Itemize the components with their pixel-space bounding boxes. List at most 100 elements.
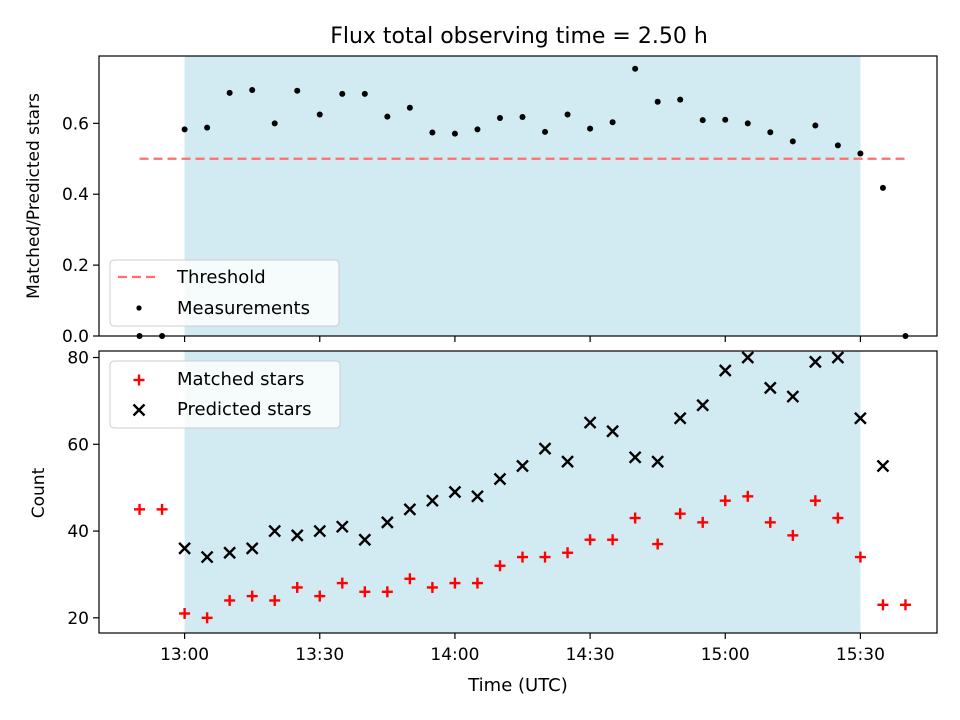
predicted-star-point xyxy=(583,416,597,429)
measurement-point xyxy=(812,122,819,129)
bottom-axes-frame xyxy=(98,350,938,634)
predicted-legend-marker xyxy=(132,403,146,417)
measurement-point xyxy=(406,104,413,111)
bottom-y-tick-label: 20 xyxy=(67,609,89,629)
measurement-point xyxy=(632,65,639,72)
top-y-tick-label: 0.0 xyxy=(62,327,89,347)
matched-star-point xyxy=(607,534,619,546)
measurement-point xyxy=(564,111,571,118)
matched-star-point xyxy=(877,599,889,611)
measurement-point xyxy=(339,90,346,97)
measurement-point xyxy=(767,129,774,136)
predicted-legend-label: Predicted stars xyxy=(177,399,311,420)
matched-star-point xyxy=(854,551,866,563)
top-y-tick-label: 0.2 xyxy=(62,256,89,276)
matched-star-point xyxy=(494,560,506,572)
measurement-point xyxy=(316,111,323,118)
matched-star-point xyxy=(517,551,529,563)
predicted-star-point xyxy=(335,520,349,534)
measurement-point xyxy=(271,120,278,127)
threshold-legend-label: Threshold xyxy=(176,267,266,288)
bottom-y-tick-label: 60 xyxy=(67,435,89,455)
bottom-y-tick-label: 40 xyxy=(67,522,89,542)
measurement-point xyxy=(204,124,211,131)
top-axes-frame xyxy=(98,55,938,337)
matched-star-point xyxy=(652,538,664,550)
predicted-stars-points xyxy=(178,351,890,564)
measurement-point xyxy=(451,130,458,137)
predicted-star-point xyxy=(763,381,777,395)
measurement-point xyxy=(384,113,391,120)
measurement-point xyxy=(789,138,796,145)
top-y-axis: 0.0 0.2 0.4 0.6 xyxy=(62,114,99,347)
top-y-tick-label: 0.6 xyxy=(62,114,89,134)
predicted-star-point xyxy=(651,455,665,468)
measurement-point xyxy=(744,120,751,127)
top-x-ticks xyxy=(184,336,862,342)
measurement-point xyxy=(496,115,503,122)
matched-star-point xyxy=(471,577,483,589)
measurement-point xyxy=(361,90,368,97)
predicted-star-point xyxy=(448,485,462,499)
top-y-label: Matched/Predicted stars xyxy=(24,93,44,299)
matched-legend-icon xyxy=(133,374,145,386)
top-legend: Threshold Measurements xyxy=(109,259,340,327)
predicted-star-point xyxy=(741,351,755,364)
predicted-star-point xyxy=(223,546,237,560)
chart-title: Flux total observing time = 2.50 h xyxy=(330,24,708,49)
measurement-point xyxy=(542,128,549,135)
matched-legend-marker xyxy=(133,374,145,386)
matched-stars-points xyxy=(134,490,911,624)
predicted-star-point xyxy=(628,450,642,464)
predicted-star-point xyxy=(854,411,867,425)
bottom-y-tick-label: 80 xyxy=(67,349,89,369)
bottom-y-label: Count xyxy=(29,467,49,518)
predicted-star-point xyxy=(786,390,800,403)
measurements-legend-label: Measurements xyxy=(177,298,310,319)
measurements-legend-icon xyxy=(136,305,142,311)
matched-star-point xyxy=(832,512,844,524)
matched-star-point xyxy=(697,516,709,528)
matched-star-point xyxy=(381,586,393,598)
x-tick-label: 15:30 xyxy=(836,645,885,665)
x-axis-label: Time (UTC) xyxy=(467,675,568,696)
measurement-point xyxy=(226,89,233,96)
measurement-point xyxy=(654,98,661,105)
matched-star-point xyxy=(201,612,213,624)
measurement-point xyxy=(474,126,481,133)
measurement-point xyxy=(609,119,616,126)
predicted-star-point xyxy=(809,355,822,369)
predicted-star-point xyxy=(380,516,394,529)
predicted-star-point xyxy=(178,542,191,555)
x-tick-label: 13:00 xyxy=(160,645,209,665)
x-tick-label: 14:00 xyxy=(430,645,479,665)
measurement-point xyxy=(699,117,706,124)
matched-star-point xyxy=(742,490,754,502)
predicted-star-point xyxy=(673,411,687,425)
matched-star-point xyxy=(426,581,438,593)
matched-star-point xyxy=(291,581,303,593)
x-tick-label: 15:00 xyxy=(701,645,750,665)
bottom-legend: Matched stars Predicted stars xyxy=(109,360,341,429)
predicted-star-point xyxy=(516,459,529,473)
x-tick-label: 13:30 xyxy=(295,645,344,665)
matched-star-point xyxy=(764,516,776,528)
predicted-star-point xyxy=(358,533,372,547)
predicted-star-point xyxy=(245,542,259,555)
predicted-star-point xyxy=(403,503,417,516)
measurement-points xyxy=(136,65,909,339)
measurement-point xyxy=(857,150,864,157)
matched-star-point xyxy=(629,512,641,524)
predicted-star-point xyxy=(718,364,732,377)
top-legend-box xyxy=(109,259,340,327)
matched-star-point xyxy=(899,599,911,611)
measurement-point xyxy=(294,87,301,94)
matched-star-point xyxy=(584,534,596,546)
measurement-point xyxy=(834,142,841,149)
matched-star-point xyxy=(404,573,416,585)
top-y-tick-label: 0.4 xyxy=(62,185,89,205)
matched-star-point xyxy=(224,594,236,606)
matched-star-point xyxy=(674,508,686,520)
